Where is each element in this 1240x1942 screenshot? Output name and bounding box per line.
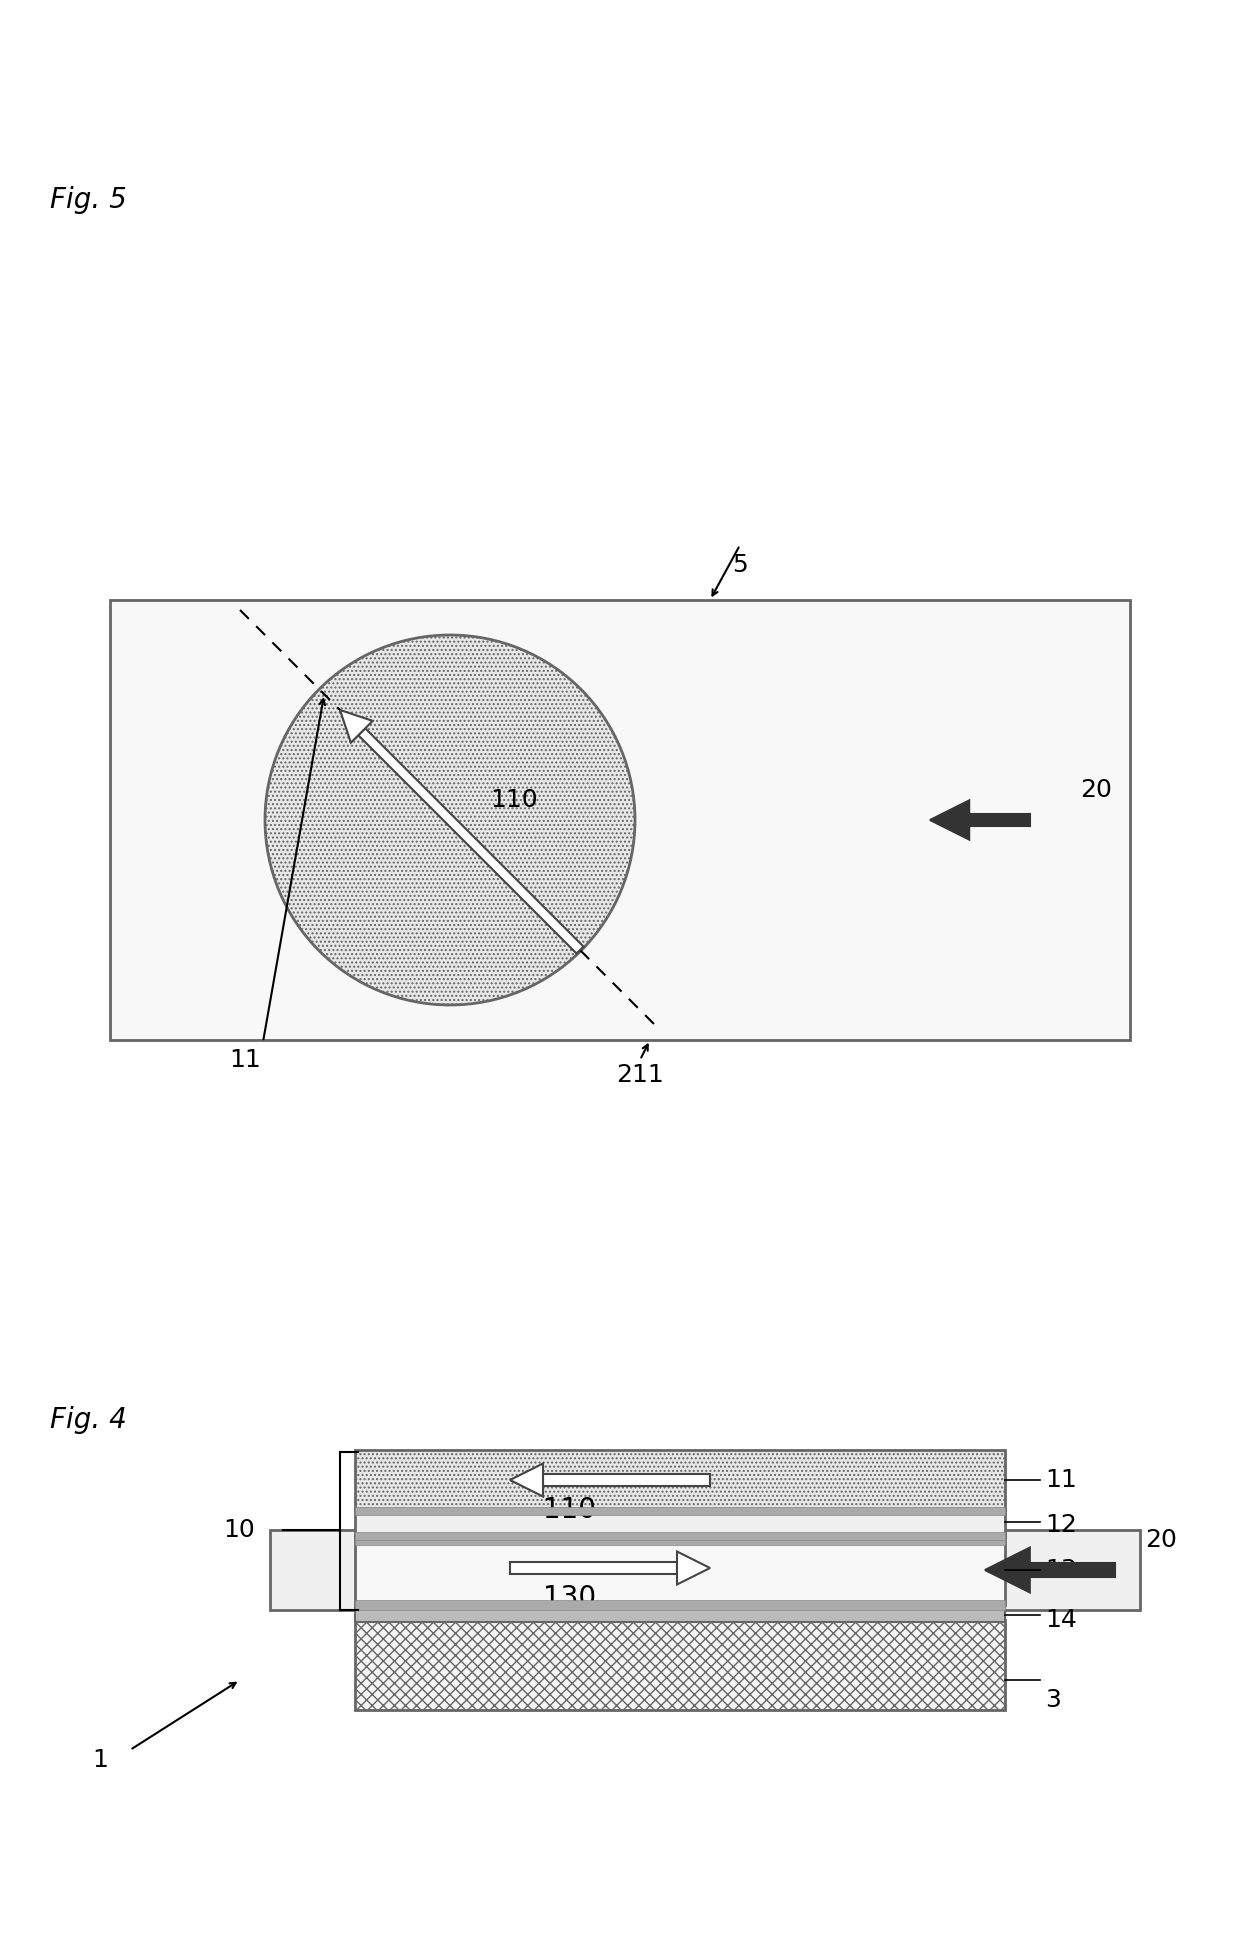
- Text: 14: 14: [1045, 1608, 1076, 1631]
- Bar: [970, 814, 1030, 825]
- Text: 20: 20: [1080, 779, 1112, 802]
- Bar: [355, 1534, 1004, 1546]
- Bar: [510, 1561, 677, 1573]
- Bar: [355, 1600, 1004, 1610]
- Text: Fig. 5: Fig. 5: [50, 186, 126, 214]
- Bar: [355, 1620, 1004, 1711]
- Polygon shape: [340, 711, 373, 742]
- Text: 20: 20: [1145, 1528, 1177, 1552]
- Text: 5: 5: [593, 1488, 608, 1513]
- Circle shape: [265, 635, 635, 1006]
- Bar: [1029, 1563, 1115, 1577]
- Bar: [355, 1532, 1004, 1540]
- Bar: [355, 1534, 1004, 1604]
- Text: 10: 10: [223, 1519, 255, 1542]
- Polygon shape: [510, 1464, 543, 1497]
- Bar: [543, 1474, 711, 1486]
- Polygon shape: [677, 1552, 711, 1585]
- Polygon shape: [358, 728, 584, 954]
- Text: 211: 211: [616, 1062, 663, 1088]
- Bar: [355, 1509, 1004, 1536]
- Polygon shape: [985, 1548, 1029, 1592]
- Bar: [110, 600, 1130, 1041]
- Text: 3: 3: [1045, 1688, 1061, 1713]
- Text: Fig. 4: Fig. 4: [50, 1406, 126, 1433]
- Polygon shape: [930, 800, 970, 839]
- Bar: [355, 1507, 1004, 1515]
- Text: 11: 11: [1045, 1468, 1076, 1491]
- Bar: [270, 1530, 1140, 1610]
- Text: 110: 110: [490, 788, 538, 812]
- Bar: [355, 1608, 1004, 1622]
- Text: 11: 11: [229, 1049, 260, 1072]
- Bar: [355, 1451, 1004, 1511]
- Text: 110: 110: [543, 1495, 596, 1524]
- Text: 130: 130: [543, 1585, 596, 1612]
- Text: 5: 5: [732, 553, 748, 577]
- Text: 1: 1: [92, 1748, 108, 1771]
- Text: 13: 13: [1045, 1557, 1076, 1583]
- Text: 12: 12: [1045, 1513, 1076, 1536]
